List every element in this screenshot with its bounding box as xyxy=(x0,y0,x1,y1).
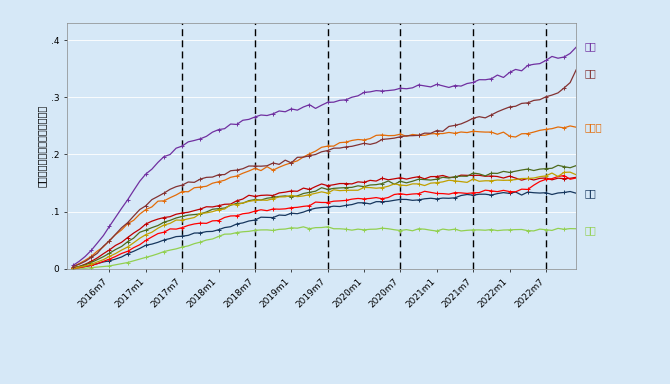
Text: 中国: 中国 xyxy=(584,188,596,198)
Text: 東京: 東京 xyxy=(584,41,596,51)
Text: 北陸: 北陸 xyxy=(584,225,596,235)
Y-axis label: 新電力取引量の小売市場シェア: 新電力取引量の小売市場シェア xyxy=(37,105,47,187)
Text: 大阪: 大阪 xyxy=(584,68,596,78)
Text: 北海道: 北海道 xyxy=(584,122,602,132)
